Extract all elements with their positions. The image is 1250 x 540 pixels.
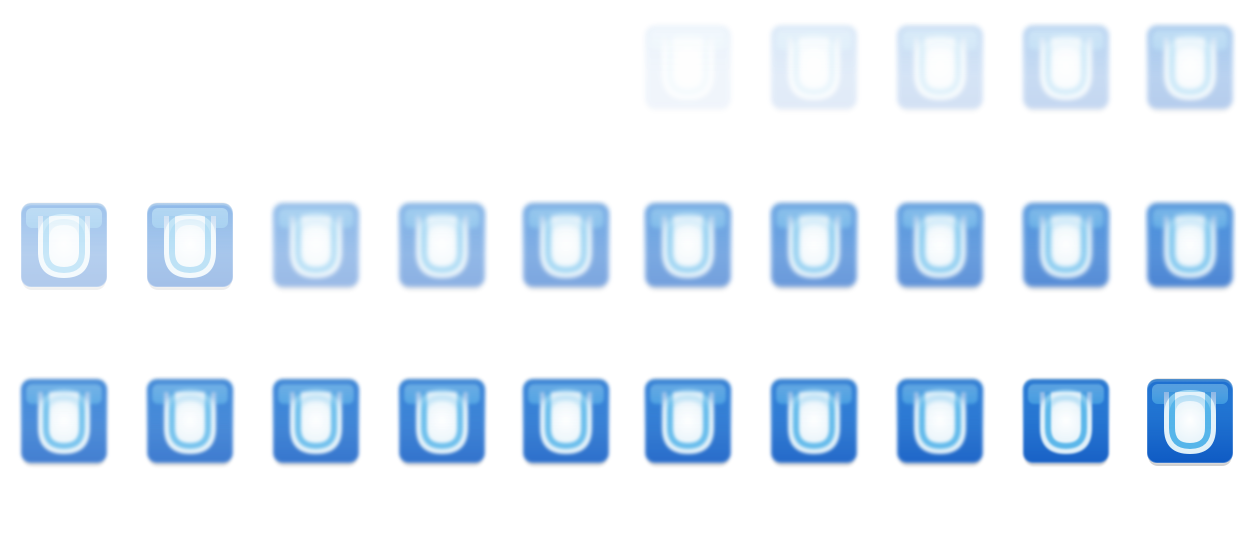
icon-frame [768,22,860,172]
icon-reflection [1020,22,1112,114]
icon-frame [270,200,362,350]
icon-frame [18,200,110,350]
icon-frame [894,200,986,350]
icon-frame [1144,22,1236,172]
icon-reflection [18,376,110,468]
icon-frame [1020,22,1112,172]
icon-reflection [1144,376,1236,468]
icon-reflection [270,200,362,292]
icon-frame [1144,376,1236,526]
icon-reflection [894,376,986,468]
icon-reflection [144,376,236,468]
icon-reflection [642,376,734,468]
icon-frame [768,376,860,526]
icon-frame [894,22,986,172]
icon-frame [18,376,110,526]
icon-frame [1020,200,1112,350]
icon-reflection [18,200,110,292]
icon-frame [396,376,488,526]
icon-frame [520,200,612,350]
icon-frame [396,200,488,350]
icon-frame [1020,376,1112,526]
icon-frame [894,376,986,526]
icon-reflection [144,200,236,292]
icon-reflection [768,22,860,114]
icon-reflection [520,376,612,468]
icon-frame [642,22,734,172]
icon-frame [642,200,734,350]
icon-reflection [520,200,612,292]
icon-reflection [768,376,860,468]
icon-reflection [642,22,734,114]
icon-frame [642,376,734,526]
icon-reflection [1144,200,1236,292]
icon-reflection [396,200,488,292]
icon-frame [144,376,236,526]
icon-reflection [270,376,362,468]
icon-reflection [768,200,860,292]
icon-frame [768,200,860,350]
icon-frame [270,376,362,526]
icon-frame [1144,200,1236,350]
icon-reflection [396,376,488,468]
icon-reflection [1144,22,1236,114]
icon-reflection [1020,376,1112,468]
icon-frame [144,200,236,350]
icon-frame [520,376,612,526]
icon-reflection [894,200,986,292]
icon-reflection [642,200,734,292]
icon-reflection [1020,200,1112,292]
icon-reflection [894,22,986,114]
